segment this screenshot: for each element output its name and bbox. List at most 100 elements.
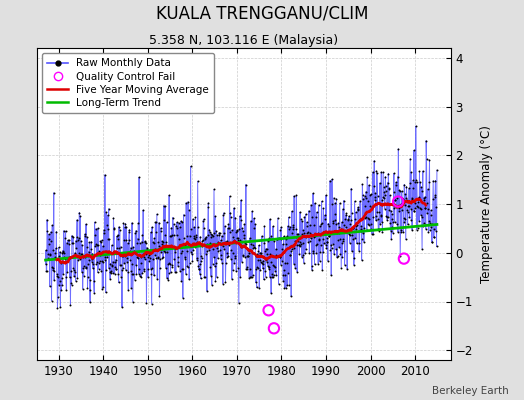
Point — [245, 250, 253, 257]
Point — [110, 226, 118, 232]
Point — [368, 169, 377, 175]
Point — [415, 218, 423, 224]
Point — [287, 248, 295, 255]
Point — [381, 174, 389, 180]
Point — [431, 192, 439, 198]
Point — [432, 204, 440, 210]
Point — [118, 304, 126, 310]
Point — [42, 268, 51, 274]
Point — [156, 256, 165, 263]
Point — [42, 247, 50, 254]
Point — [225, 225, 233, 231]
Point — [201, 235, 210, 242]
Point — [392, 204, 401, 210]
Point — [247, 241, 256, 247]
Point — [411, 204, 420, 211]
Point — [275, 234, 283, 241]
Point — [372, 217, 380, 224]
Point — [416, 205, 424, 211]
Point — [264, 263, 272, 269]
Point — [378, 197, 386, 203]
Point — [82, 221, 90, 227]
Point — [309, 248, 317, 254]
Point — [49, 267, 57, 274]
Point — [176, 268, 184, 274]
Point — [155, 293, 163, 299]
Point — [135, 270, 143, 277]
Point — [421, 204, 430, 211]
Point — [67, 280, 75, 286]
Point — [200, 274, 209, 280]
Point — [211, 278, 220, 284]
Point — [301, 233, 310, 239]
Point — [145, 251, 153, 258]
Point — [421, 194, 429, 200]
Point — [334, 236, 342, 243]
Point — [131, 230, 139, 236]
Point — [377, 212, 385, 219]
Point — [320, 240, 328, 246]
Point — [71, 278, 80, 284]
Point — [311, 214, 320, 220]
Point — [259, 276, 268, 283]
Point — [166, 261, 174, 267]
Point — [258, 260, 266, 266]
Point — [331, 211, 339, 217]
Point — [137, 260, 145, 266]
Point — [158, 255, 167, 262]
Point — [213, 232, 221, 238]
Point — [274, 252, 282, 259]
Point — [402, 196, 411, 203]
Point — [289, 226, 297, 233]
Point — [328, 245, 336, 251]
Point — [209, 233, 217, 240]
Point — [343, 226, 351, 233]
Point — [409, 177, 418, 184]
Point — [187, 226, 195, 232]
Point — [366, 192, 374, 198]
Point — [224, 253, 232, 260]
Point — [188, 251, 196, 258]
Point — [318, 267, 326, 273]
Point — [92, 261, 101, 268]
Point — [217, 233, 226, 239]
Point — [267, 259, 275, 266]
Point — [208, 231, 216, 238]
Point — [314, 202, 323, 208]
Point — [325, 223, 333, 229]
Point — [374, 226, 383, 232]
Point — [341, 216, 350, 223]
Point — [359, 239, 368, 245]
Point — [288, 208, 296, 214]
Point — [293, 268, 301, 275]
Point — [429, 177, 438, 184]
Point — [143, 300, 151, 306]
Point — [316, 249, 325, 256]
Point — [206, 264, 214, 270]
Point — [328, 201, 336, 208]
Point — [362, 214, 370, 220]
Point — [279, 272, 287, 278]
Point — [193, 178, 202, 184]
Point — [208, 282, 216, 288]
Point — [403, 221, 412, 228]
Point — [128, 261, 137, 267]
Point — [276, 254, 284, 260]
Point — [388, 224, 397, 230]
Point — [45, 241, 53, 247]
Point — [132, 262, 140, 268]
Point — [106, 276, 114, 282]
Point — [378, 229, 387, 235]
Point — [92, 226, 100, 232]
Point — [187, 163, 195, 170]
Point — [90, 219, 99, 225]
Point — [140, 268, 148, 274]
Point — [165, 270, 173, 276]
Point — [93, 269, 102, 276]
Point — [236, 274, 245, 280]
Point — [172, 222, 180, 229]
Point — [53, 273, 61, 279]
Point — [76, 213, 84, 219]
Point — [358, 236, 366, 242]
Point — [244, 252, 252, 259]
